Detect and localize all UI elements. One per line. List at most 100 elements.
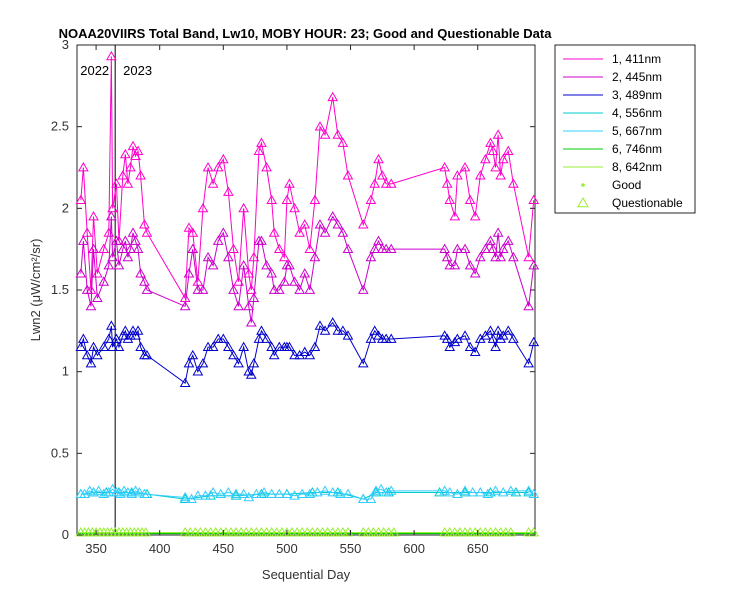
data-point xyxy=(487,145,499,156)
data-point xyxy=(357,527,369,537)
data-point xyxy=(528,488,540,499)
data-point xyxy=(284,178,295,188)
data-point xyxy=(373,153,384,164)
data-point xyxy=(202,341,214,352)
data-point xyxy=(289,490,300,500)
data-point xyxy=(183,222,195,232)
data-point xyxy=(93,485,104,495)
data-point xyxy=(114,488,126,499)
data-point xyxy=(444,259,456,270)
data-point xyxy=(103,487,115,497)
data-point xyxy=(469,346,481,356)
data-point xyxy=(454,527,466,537)
data-point xyxy=(251,488,262,499)
data-point xyxy=(449,336,461,347)
data-point xyxy=(266,488,278,499)
series-2 xyxy=(75,210,540,327)
data-point xyxy=(85,300,97,311)
data-point xyxy=(245,317,257,327)
data-point xyxy=(385,243,397,254)
data-point xyxy=(327,487,339,497)
data-point xyxy=(77,333,89,343)
data-point xyxy=(469,268,481,278)
data-point xyxy=(273,341,285,352)
year-marker: 2022 2023 xyxy=(80,45,152,535)
data-point xyxy=(261,527,272,537)
data-point xyxy=(122,178,134,188)
data-point xyxy=(119,325,131,335)
data-point xyxy=(306,527,318,537)
data-point xyxy=(107,202,118,213)
data-point xyxy=(523,485,535,495)
x-tick-label: 600 xyxy=(403,541,425,556)
data-point xyxy=(192,490,204,500)
data-point xyxy=(332,527,344,537)
legend-dot-marker xyxy=(581,183,585,187)
legend-label: 1, 411nm xyxy=(612,52,661,66)
data-point xyxy=(233,300,244,311)
data-point xyxy=(251,527,262,537)
data-point xyxy=(217,333,229,343)
data-point xyxy=(480,527,491,537)
data-point xyxy=(133,487,145,497)
data-point xyxy=(245,369,257,379)
data-point xyxy=(500,527,512,537)
data-point xyxy=(485,527,496,537)
data-point xyxy=(505,527,517,537)
data-point xyxy=(286,527,298,537)
data-point xyxy=(319,129,331,139)
data-point xyxy=(388,527,400,537)
data-point xyxy=(281,488,293,499)
data-point xyxy=(373,330,384,340)
data-point xyxy=(132,243,144,254)
data-point xyxy=(187,243,199,254)
data-point xyxy=(223,487,234,497)
data-point xyxy=(357,219,369,229)
data-point xyxy=(299,219,311,229)
data-point xyxy=(482,488,494,499)
data-point xyxy=(273,243,285,254)
data-point xyxy=(119,148,131,159)
data-point xyxy=(337,527,349,537)
data-point xyxy=(464,527,476,537)
data-point xyxy=(495,251,507,262)
series-1 xyxy=(75,50,540,303)
data-point xyxy=(459,485,471,495)
data-point xyxy=(81,349,93,360)
data-point xyxy=(192,284,204,294)
data-point xyxy=(212,235,224,245)
data-point xyxy=(107,483,118,494)
data-point xyxy=(490,341,501,352)
data-point xyxy=(490,251,501,262)
data-point xyxy=(304,243,316,254)
data-point xyxy=(207,259,219,270)
data-point xyxy=(523,357,535,368)
data-point xyxy=(327,317,339,327)
data-point xyxy=(122,333,134,343)
data-point xyxy=(497,243,509,254)
data-point xyxy=(125,243,136,254)
data-point xyxy=(497,153,509,164)
data-point xyxy=(528,336,540,347)
data-point xyxy=(135,268,146,278)
data-point xyxy=(317,527,328,537)
data-point xyxy=(309,341,321,352)
data-point xyxy=(228,284,239,294)
y-tick-label: 2.5 xyxy=(51,119,69,134)
data-point xyxy=(480,153,491,164)
data-point xyxy=(256,527,267,537)
y-tick-label: 1.5 xyxy=(51,282,69,297)
data-point xyxy=(380,178,392,188)
data-point xyxy=(523,251,535,262)
data-point xyxy=(233,276,244,286)
y-tick-label: 3 xyxy=(62,37,69,52)
data-point xyxy=(301,527,313,537)
chart-title: NOAA20VIIRS Total Band, Lw10, MOBY HOUR:… xyxy=(59,26,553,41)
legend-label: Questionable xyxy=(612,196,683,210)
data-point xyxy=(281,527,293,537)
data-point xyxy=(492,129,504,139)
data-point xyxy=(365,251,377,262)
data-point xyxy=(449,527,461,537)
data-point xyxy=(485,137,496,147)
series-5 xyxy=(75,483,540,503)
